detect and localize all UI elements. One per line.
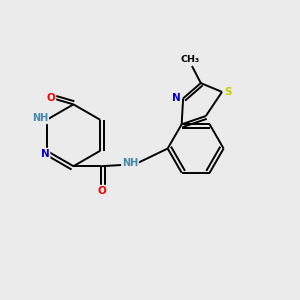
Text: O: O	[97, 186, 106, 196]
Text: NH: NH	[122, 158, 138, 168]
Text: S: S	[224, 87, 232, 97]
Text: CH₃: CH₃	[181, 55, 200, 64]
Text: N: N	[41, 149, 50, 159]
Text: O: O	[47, 93, 56, 103]
Text: NH: NH	[32, 113, 48, 123]
Text: N: N	[172, 93, 181, 103]
